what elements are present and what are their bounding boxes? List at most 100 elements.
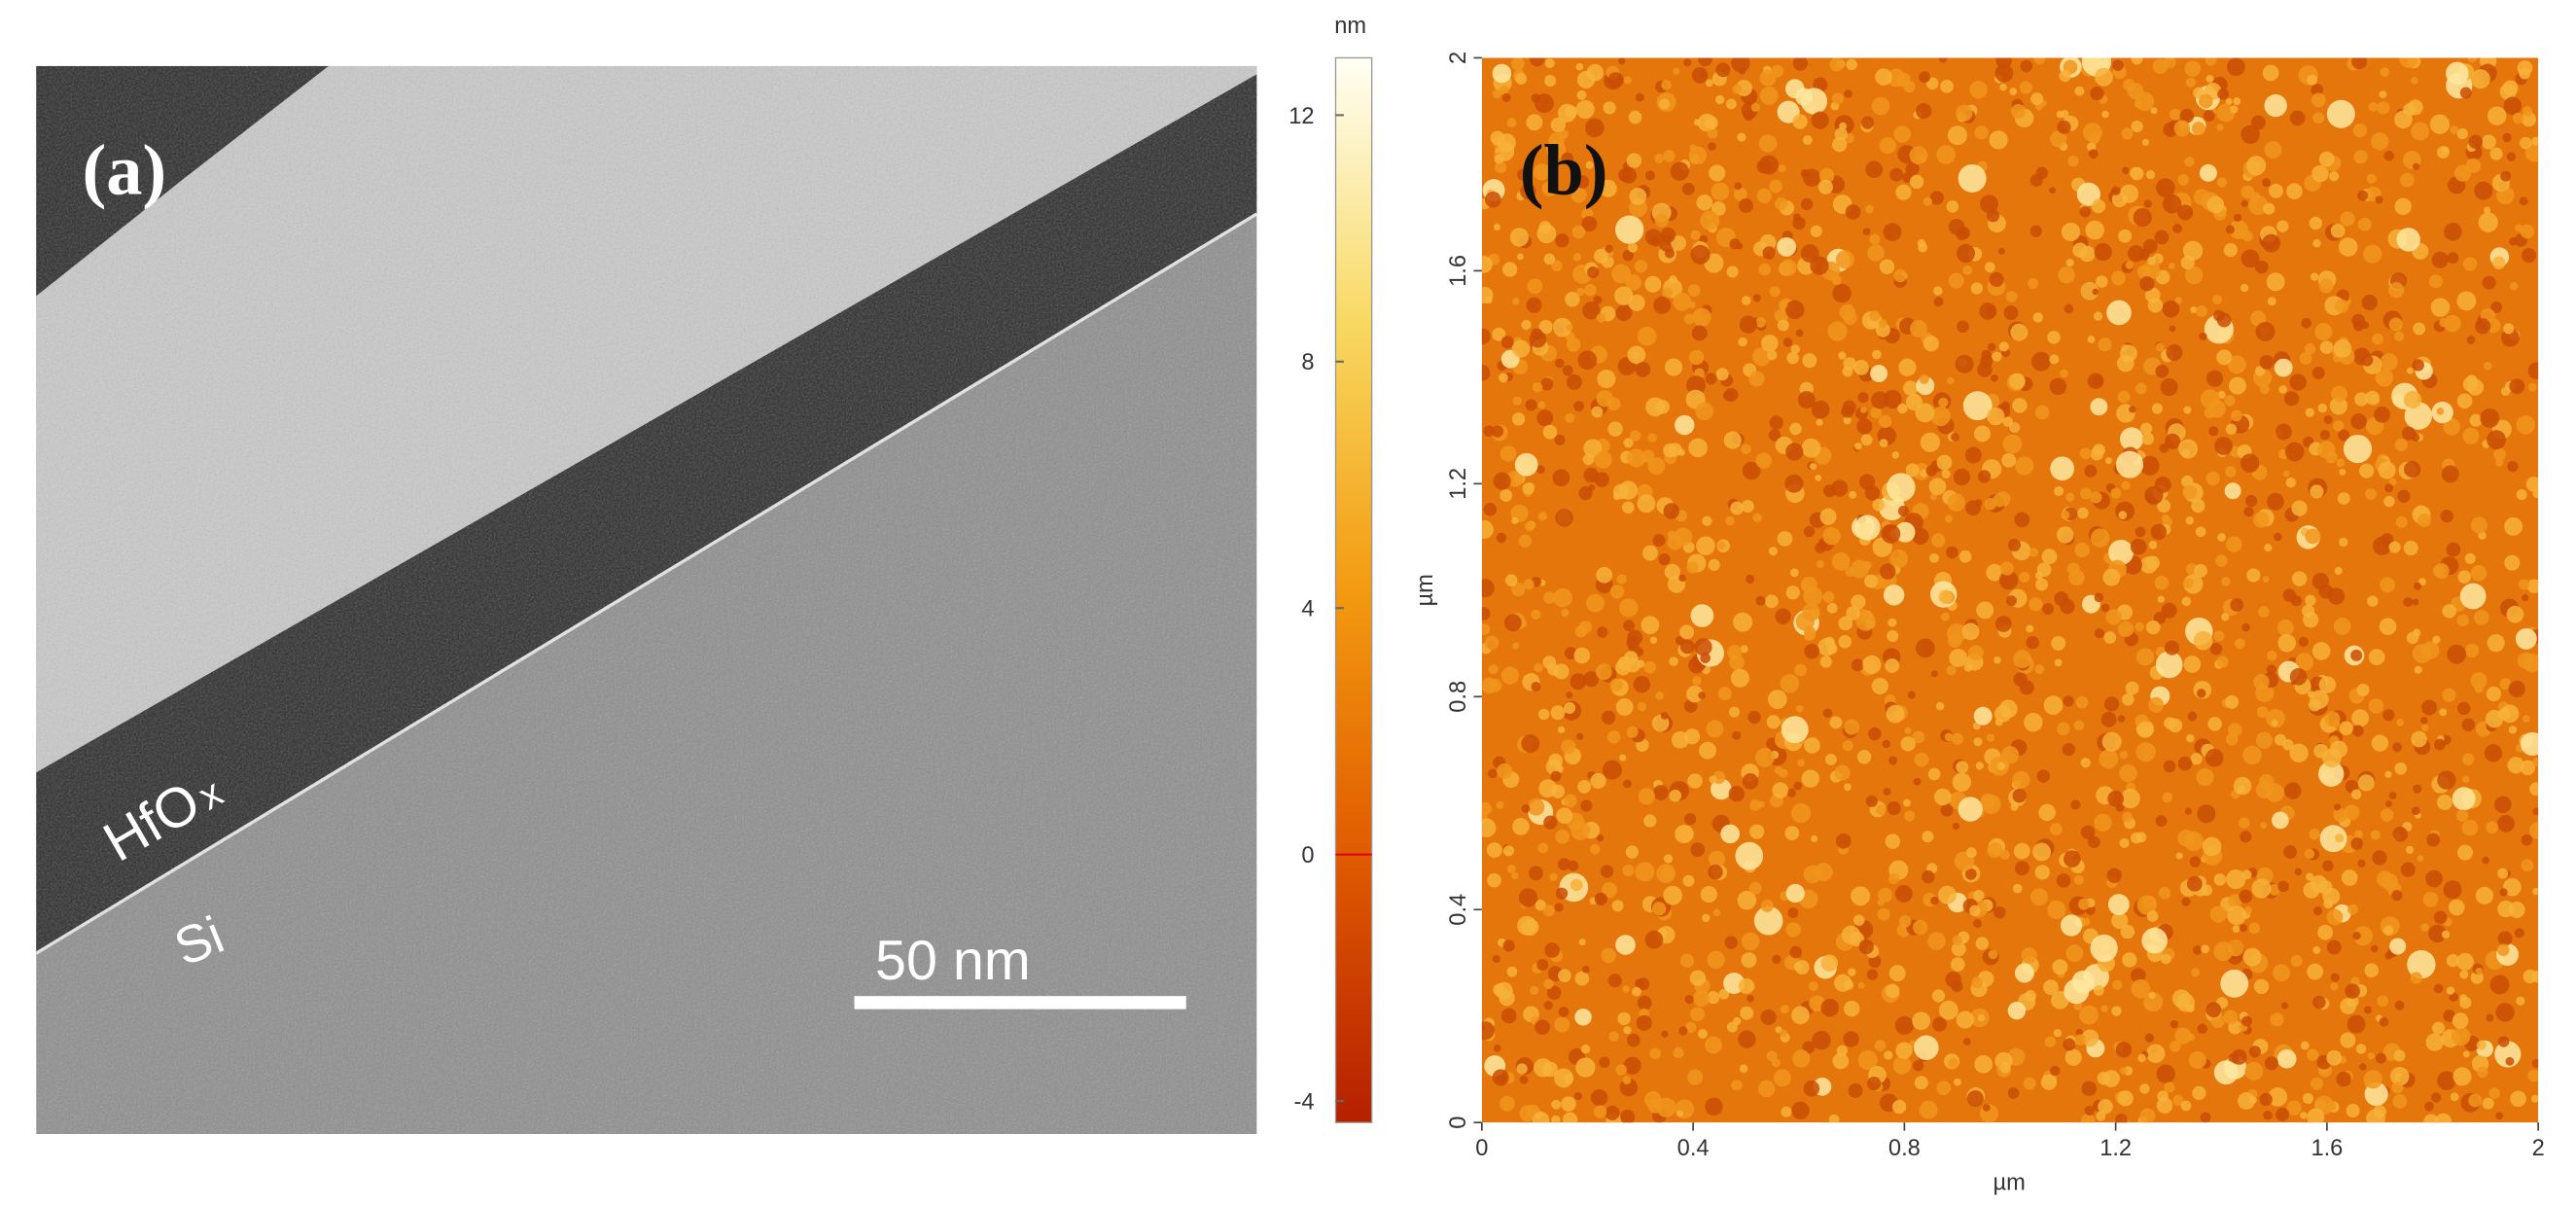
grain	[1637, 494, 1656, 514]
grain	[1481, 622, 1491, 635]
grain	[2388, 317, 2403, 332]
grain	[1664, 248, 1675, 259]
grain	[2188, 1051, 2206, 1070]
grain	[1792, 1049, 1811, 1068]
grain	[1889, 167, 1904, 182]
grain	[1623, 779, 1632, 789]
grain	[1940, 612, 1950, 621]
grain	[1644, 930, 1664, 949]
grain	[1994, 616, 2012, 632]
grain	[2094, 628, 2105, 639]
grain	[2385, 800, 2392, 807]
grain	[2185, 77, 2196, 88]
grain	[1973, 737, 1983, 747]
grain	[1780, 1029, 1788, 1038]
grain	[1561, 152, 1573, 164]
grain	[2332, 720, 2341, 728]
grain	[2139, 1108, 2156, 1123]
grain	[2411, 730, 2427, 748]
grain	[1541, 181, 1558, 196]
grain	[1540, 377, 1554, 391]
grain	[1546, 985, 1562, 1001]
grain	[1566, 691, 1573, 699]
grain	[1915, 638, 1935, 658]
grain	[2486, 821, 2499, 834]
y-tick-label: 1.6	[1446, 255, 1471, 287]
grain	[1690, 842, 1705, 857]
grain	[2029, 225, 2042, 237]
grain	[2143, 1001, 2154, 1010]
grain	[1857, 981, 1865, 989]
grain	[1488, 664, 1499, 675]
grain	[1989, 130, 2008, 150]
grain	[1970, 282, 1984, 295]
grain	[1655, 400, 1670, 414]
grain	[1969, 81, 1988, 99]
grain	[1625, 845, 1640, 859]
grain	[2211, 295, 2222, 305]
grain	[2032, 842, 2052, 862]
grain	[2414, 582, 2422, 590]
grain	[2494, 1041, 2522, 1068]
grain	[1854, 443, 1862, 450]
grain	[2206, 195, 2225, 214]
grain	[2475, 886, 2494, 904]
grain	[2317, 403, 2328, 413]
grain	[1496, 532, 1507, 544]
grain	[1809, 462, 1817, 471]
grain	[1676, 1110, 1684, 1117]
grain	[2475, 967, 2483, 975]
grain	[1797, 759, 1805, 767]
grain	[1629, 187, 1647, 205]
grain	[1774, 765, 1783, 775]
grain	[1575, 1057, 1596, 1078]
grain	[2139, 276, 2155, 292]
grain	[1686, 561, 1699, 574]
grain	[2012, 770, 2030, 789]
grain	[1594, 892, 1608, 906]
grain	[2217, 390, 2226, 399]
grain	[1915, 403, 1935, 423]
grain	[1519, 1075, 1529, 1084]
grain	[2121, 127, 2134, 140]
grain	[1483, 425, 1495, 437]
grain	[2258, 606, 2270, 618]
grain	[1897, 505, 1910, 517]
grain	[2228, 723, 2242, 737]
grain	[1994, 656, 2001, 664]
grain	[1711, 182, 1730, 201]
x-tick-label: 1.6	[2311, 1136, 2343, 1161]
grain	[2012, 883, 2023, 894]
grain	[1775, 1026, 1782, 1034]
grain	[2146, 620, 2161, 635]
grain	[1914, 1035, 1939, 1061]
grain	[2464, 552, 2476, 564]
grain	[1839, 303, 1856, 321]
grain	[1715, 94, 1725, 105]
grain	[1988, 949, 1998, 960]
grain	[2285, 478, 2297, 488]
grain	[2363, 244, 2382, 264]
grain	[1878, 319, 1888, 329]
grain	[2403, 540, 2418, 556]
grain	[1632, 986, 1641, 997]
grain	[1511, 57, 1525, 71]
grain	[2456, 614, 2469, 627]
grain	[1893, 268, 1907, 283]
grain	[1496, 800, 1504, 809]
grain	[2488, 106, 2507, 125]
grain	[2050, 456, 2075, 481]
grain	[2238, 1092, 2255, 1110]
grain	[2459, 87, 2472, 99]
grain	[1841, 925, 1861, 944]
grain	[2283, 391, 2300, 407]
grain	[1888, 618, 1897, 627]
grain	[1980, 793, 1996, 809]
grain	[2304, 848, 2315, 860]
grain	[1684, 813, 1697, 826]
grain	[1885, 983, 1900, 999]
grain	[1698, 1028, 1709, 1039]
grain	[2307, 1108, 2325, 1123]
grain	[2446, 986, 2455, 995]
grain	[2158, 886, 2171, 900]
